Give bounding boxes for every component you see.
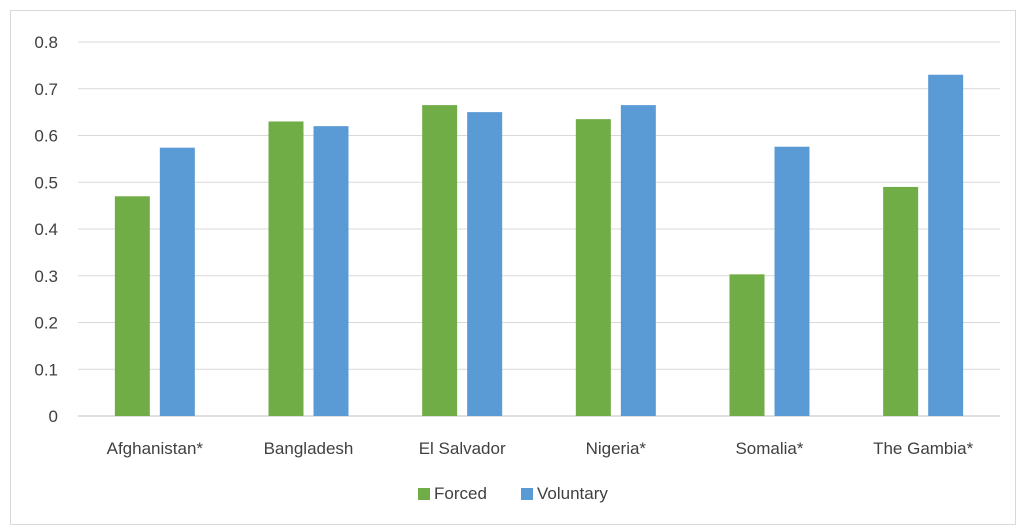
gridlines bbox=[78, 41, 1000, 417]
bar-forced-somalia bbox=[729, 274, 765, 416]
legend-label-forced: Forced bbox=[434, 484, 487, 503]
bar-forced-el-salvador bbox=[422, 105, 458, 417]
y-tick-label: 0.5 bbox=[34, 173, 58, 192]
x-tick-label: Bangladesh bbox=[264, 439, 354, 458]
x-tick-label: Nigeria* bbox=[586, 439, 647, 458]
y-tick-label: 0.7 bbox=[34, 80, 58, 99]
x-tick-label: Afghanistan* bbox=[107, 439, 204, 458]
y-tick-label: 0.2 bbox=[34, 314, 58, 333]
bar-voluntary-el-salvador bbox=[467, 112, 503, 416]
x-tick-label: Somalia* bbox=[735, 439, 803, 458]
x-tick-label: El Salvador bbox=[419, 439, 506, 458]
y-tick-label: 0.1 bbox=[34, 360, 58, 379]
bar-voluntary-afghanistan bbox=[159, 147, 195, 416]
bar-forced-afghanistan bbox=[114, 196, 150, 416]
bar-forced-nigeria bbox=[575, 119, 611, 416]
y-tick-label: 0.6 bbox=[34, 127, 58, 146]
legend-label-voluntary: Voluntary bbox=[537, 484, 608, 503]
legend: Forced Voluntary bbox=[418, 484, 608, 503]
legend-swatch-voluntary bbox=[521, 488, 533, 500]
bar-voluntary-the-gambia bbox=[928, 74, 964, 416]
y-tick-label: 0.4 bbox=[34, 220, 58, 239]
bar-forced-bangladesh bbox=[268, 121, 304, 416]
y-axis-tick-labels: 0 0.1 0.2 0.3 0.4 0.5 0.6 0.7 0.8 bbox=[34, 33, 58, 426]
y-tick-label: 0.8 bbox=[34, 33, 58, 52]
bar-forced-the-gambia bbox=[883, 186, 919, 416]
bar-voluntary-somalia bbox=[774, 146, 810, 416]
x-tick-label: The Gambia* bbox=[873, 439, 974, 458]
legend-swatch-forced bbox=[418, 488, 430, 500]
y-tick-label: 0.3 bbox=[34, 267, 58, 286]
y-tick-label: 0 bbox=[49, 407, 58, 426]
bars bbox=[114, 74, 964, 417]
x-axis-tick-labels: Afghanistan* Bangladesh El Salvador Nigeria… bbox=[107, 439, 974, 458]
bar-voluntary-nigeria bbox=[620, 105, 656, 417]
bar-voluntary-bangladesh bbox=[313, 126, 349, 417]
